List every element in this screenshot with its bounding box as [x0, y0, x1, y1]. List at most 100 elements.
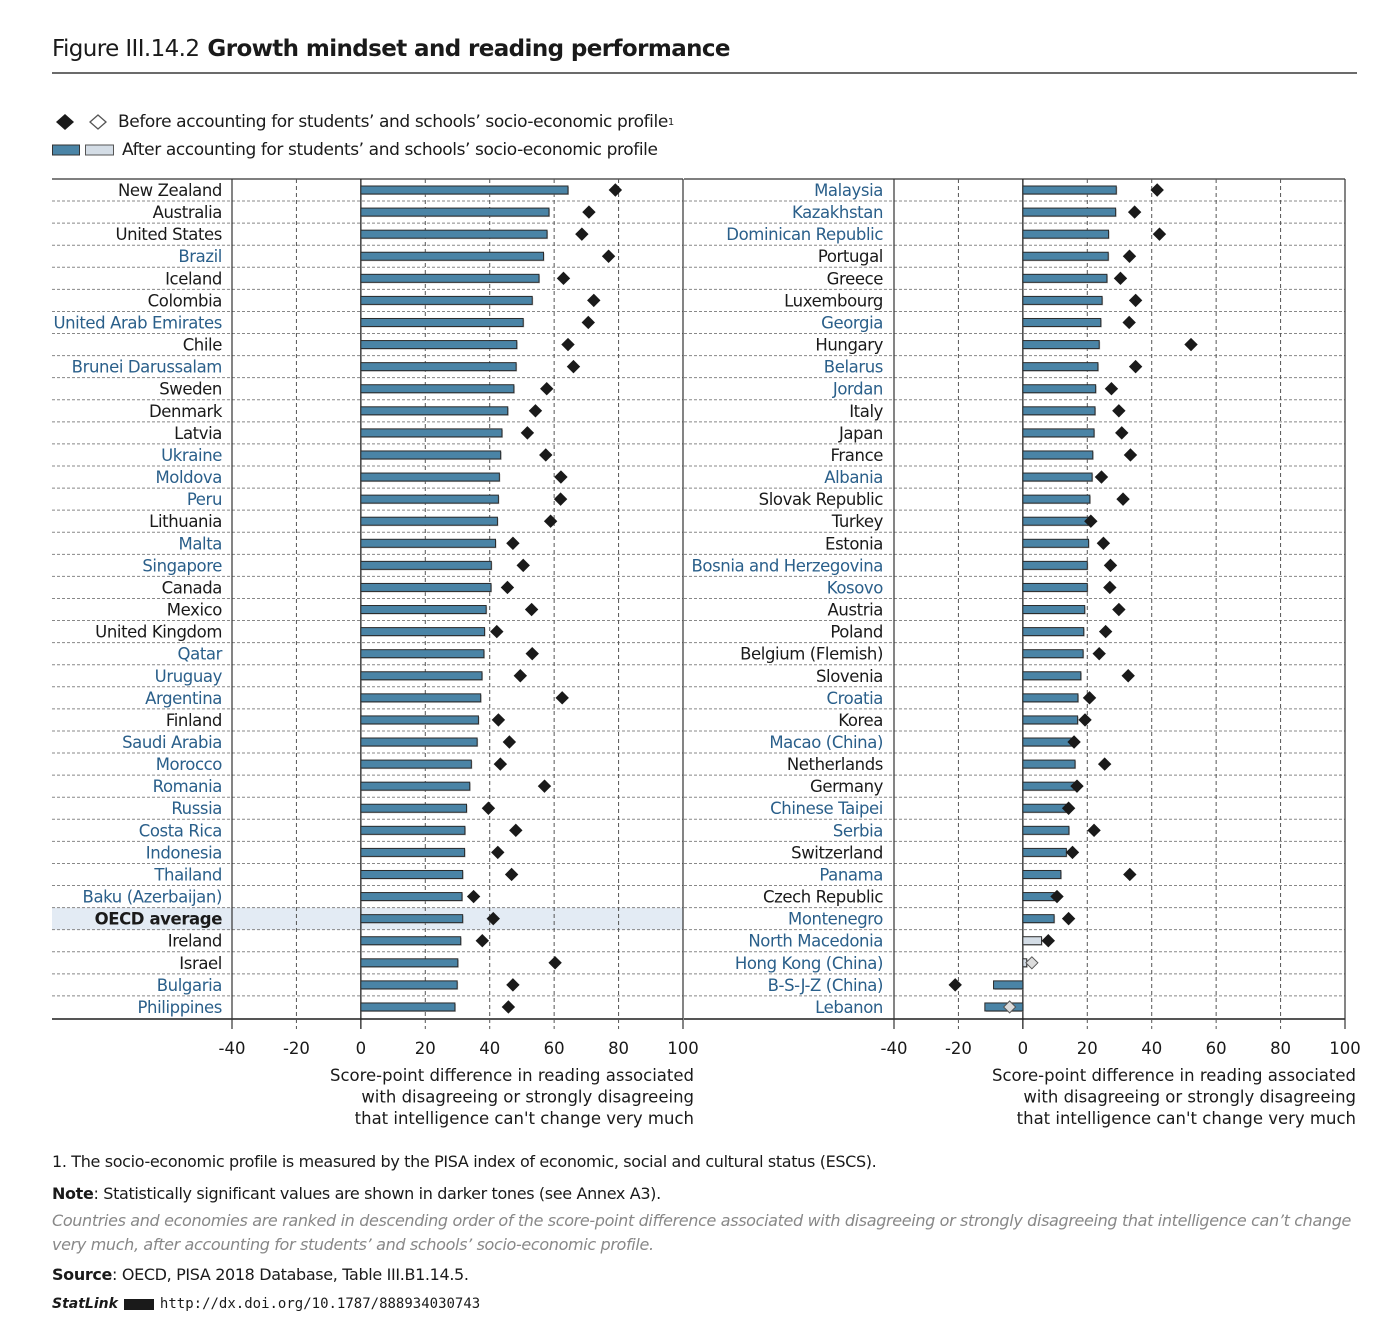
figure-title-text: Growth mindset and reading performance — [207, 36, 730, 62]
bar-after — [1022, 605, 1086, 615]
country-label: New Zealand — [118, 181, 222, 200]
bar-after — [360, 649, 485, 659]
bar-after — [1022, 560, 1088, 570]
diamond-before — [1067, 735, 1081, 749]
bar-after — [360, 340, 518, 350]
x-tick-label: -20 — [283, 1039, 310, 1058]
country-label: Macao (China) — [769, 733, 883, 752]
country-label: Malta — [178, 534, 222, 553]
bar-after — [1022, 627, 1085, 637]
country-label: Indonesia — [146, 843, 222, 862]
bar-after — [360, 803, 468, 813]
bar-after — [1022, 715, 1079, 725]
figure-number: Figure III.14.2 — [52, 36, 200, 62]
country-label: Baku (Azerbaijan) — [83, 888, 222, 907]
bar-after — [1022, 384, 1097, 394]
bar-after — [360, 450, 502, 460]
bar-after — [1022, 892, 1055, 902]
country-label: Denmark — [149, 402, 223, 421]
country-label: Saudi Arabia — [122, 733, 222, 752]
bar-after — [1022, 229, 1110, 239]
country-label: Kosovo — [827, 578, 884, 597]
bar-after — [1022, 914, 1055, 924]
bar-after — [1022, 737, 1074, 747]
x-tick-label: 100 — [1329, 1039, 1361, 1058]
diamond-before — [466, 889, 481, 904]
x-axis-title: Score-point difference in reading associ… — [330, 1066, 694, 1085]
diamond-before — [504, 867, 519, 882]
diamond-before — [1041, 934, 1056, 948]
country-label: Slovak Republic — [759, 490, 884, 509]
bar-after — [1022, 671, 1082, 681]
country-label: Czech Republic — [763, 888, 883, 907]
country-label: Chinese Taipei — [770, 799, 883, 818]
country-label: Malaysia — [814, 181, 883, 200]
country-label: Luxembourg — [784, 291, 883, 310]
diamond-before — [1123, 867, 1137, 882]
diamond-before — [608, 183, 623, 197]
diamond-before — [1116, 492, 1130, 506]
diamond-before — [1050, 889, 1064, 904]
bar-after — [1022, 428, 1095, 438]
diamond-before — [506, 536, 520, 550]
diamond-before — [509, 823, 523, 838]
diamond-before — [566, 359, 581, 374]
diamond-before — [516, 558, 530, 573]
country-label: Belarus — [824, 358, 883, 377]
bar-after — [360, 384, 515, 394]
country-label: Bulgaria — [157, 976, 222, 995]
bar-after — [360, 980, 458, 990]
bar-after — [360, 914, 464, 924]
country-label: Japan — [838, 424, 883, 443]
country-label: Philippines — [138, 998, 223, 1017]
country-label: Chile — [183, 336, 223, 355]
country-label: Panama — [819, 865, 883, 884]
statlink-url[interactable]: http://dx.doi.org/10.1787/888934030743 — [159, 1296, 481, 1312]
bar-after — [360, 737, 478, 747]
x-tick-label: 60 — [1206, 1039, 1227, 1058]
diamond-before — [581, 315, 595, 330]
country-label: Estonia — [825, 534, 883, 553]
x-axis-title: that intelligence can't change very much — [1017, 1109, 1356, 1128]
bar-after — [360, 251, 545, 261]
diamond-before — [1025, 956, 1039, 970]
diamond-before — [540, 382, 554, 396]
country-label: Korea — [838, 711, 883, 730]
diamond-before — [1112, 602, 1126, 617]
country-label: Peru — [187, 490, 222, 509]
country-label: Italy — [849, 402, 883, 421]
diamond-before — [1082, 691, 1097, 705]
country-label: Germany — [810, 777, 884, 796]
country-label: United States — [115, 225, 222, 244]
x-tick-label: 0 — [1018, 1039, 1029, 1058]
x-axis-title: that intelligence can't change very much — [355, 1109, 694, 1128]
bar-after — [1022, 251, 1109, 261]
bar-after — [360, 295, 533, 305]
diamond-before — [1002, 1000, 1017, 1014]
bar-after — [360, 627, 486, 637]
bar-after — [360, 693, 482, 703]
diamond-before — [582, 205, 596, 219]
diamond-before — [1112, 404, 1126, 418]
country-label: Turkey — [831, 512, 884, 531]
statlink: StatLink http://dx.doi.org/10.1787/88893… — [52, 1296, 480, 1312]
diamond-before — [506, 978, 520, 992]
bar-after — [1022, 362, 1099, 372]
x-tick-label: 80 — [1270, 1039, 1291, 1058]
country-label: Slovenia — [816, 667, 883, 686]
country-label: Israel — [179, 954, 222, 973]
country-label: Sweden — [159, 380, 222, 399]
bar-after — [1022, 317, 1102, 327]
diamond-before — [1127, 205, 1142, 219]
diamond-before — [1122, 315, 1136, 330]
bar-after — [1022, 649, 1084, 659]
bar-after — [360, 1002, 456, 1012]
country-label: Colombia — [148, 291, 222, 310]
note: Note: Statistically significant values a… — [52, 1184, 661, 1203]
country-label: Hungary — [815, 336, 883, 355]
bar-after — [1022, 693, 1079, 703]
bar-after — [360, 472, 500, 482]
diamond-before — [1128, 293, 1143, 308]
x-tick-label: 60 — [544, 1039, 565, 1058]
bar-after — [360, 560, 492, 570]
